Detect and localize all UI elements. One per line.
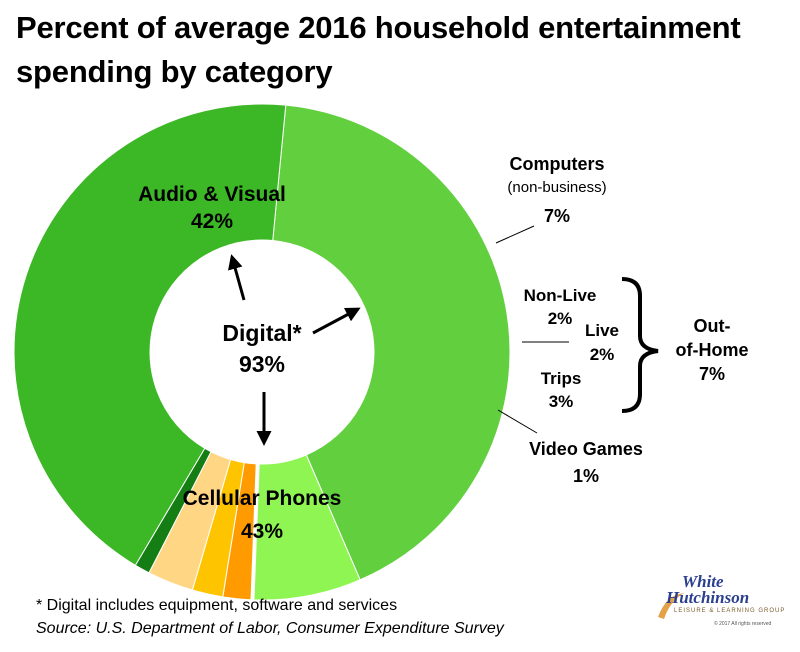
label-trips-name: Trips	[541, 369, 582, 388]
label-out-of-home-line1: Out-	[694, 316, 731, 336]
arrow-to-computers	[312, 307, 361, 335]
center-label-name: Digital*	[222, 320, 301, 346]
group-separator	[250, 461, 260, 604]
slice-audio-visual	[272, 104, 511, 581]
label-audio-visual-name: Audio & Visual	[138, 183, 286, 206]
label-audio-visual-value: 42%	[191, 210, 233, 233]
source-note: Source: U.S. Department of Labor, Consum…	[36, 620, 504, 637]
label-computers-name: Computers	[509, 154, 604, 174]
slice-cellular-phones	[13, 103, 287, 566]
title-line-1: Percent of average 2016 household entert…	[16, 10, 741, 45]
label-live-value: 2%	[590, 345, 615, 364]
leader-video-games	[497, 409, 538, 434]
footnote: * Digital includes equipment, software a…	[36, 597, 398, 614]
out-of-home-brace	[621, 277, 659, 413]
logo-copyright: © 2017 All rights reserved	[714, 621, 772, 627]
donut-slices	[13, 103, 511, 604]
label-trips-value: 3%	[549, 392, 574, 411]
label-cellular-phones-value: 43%	[241, 520, 283, 543]
label-video-games-name: Video Games	[529, 439, 643, 459]
logo-swoosh-icon	[658, 593, 684, 619]
arrow-to-audio-visual	[228, 254, 246, 301]
label-out-of-home-value: 7%	[699, 364, 725, 384]
label-video-games-value: 1%	[573, 466, 599, 486]
title-line-2: spending by category	[16, 54, 333, 89]
label-non-live-name: Non-Live	[524, 286, 597, 305]
center-label-value: 93%	[239, 351, 285, 377]
label-live-name: Live	[585, 321, 619, 340]
company-logo: White Hutchinson LEISURE & LEARNING GROU…	[656, 567, 796, 629]
leader-computers	[495, 225, 535, 244]
chart-title: Percent of average 2016 household entert…	[16, 6, 796, 94]
label-computers-value: 7%	[544, 206, 570, 226]
logo-line-1: White	[682, 572, 724, 591]
logo-line-2: Hutchinson	[666, 588, 750, 607]
logo-tagline: LEISURE & LEARNING GROUP	[674, 608, 786, 614]
label-non-live-value: 2%	[548, 309, 573, 328]
label-cellular-phones-name: Cellular Phones	[183, 487, 342, 510]
label-computers-sublabel: (non-business)	[507, 179, 606, 196]
label-out-of-home-line2: of-Home	[676, 340, 749, 360]
